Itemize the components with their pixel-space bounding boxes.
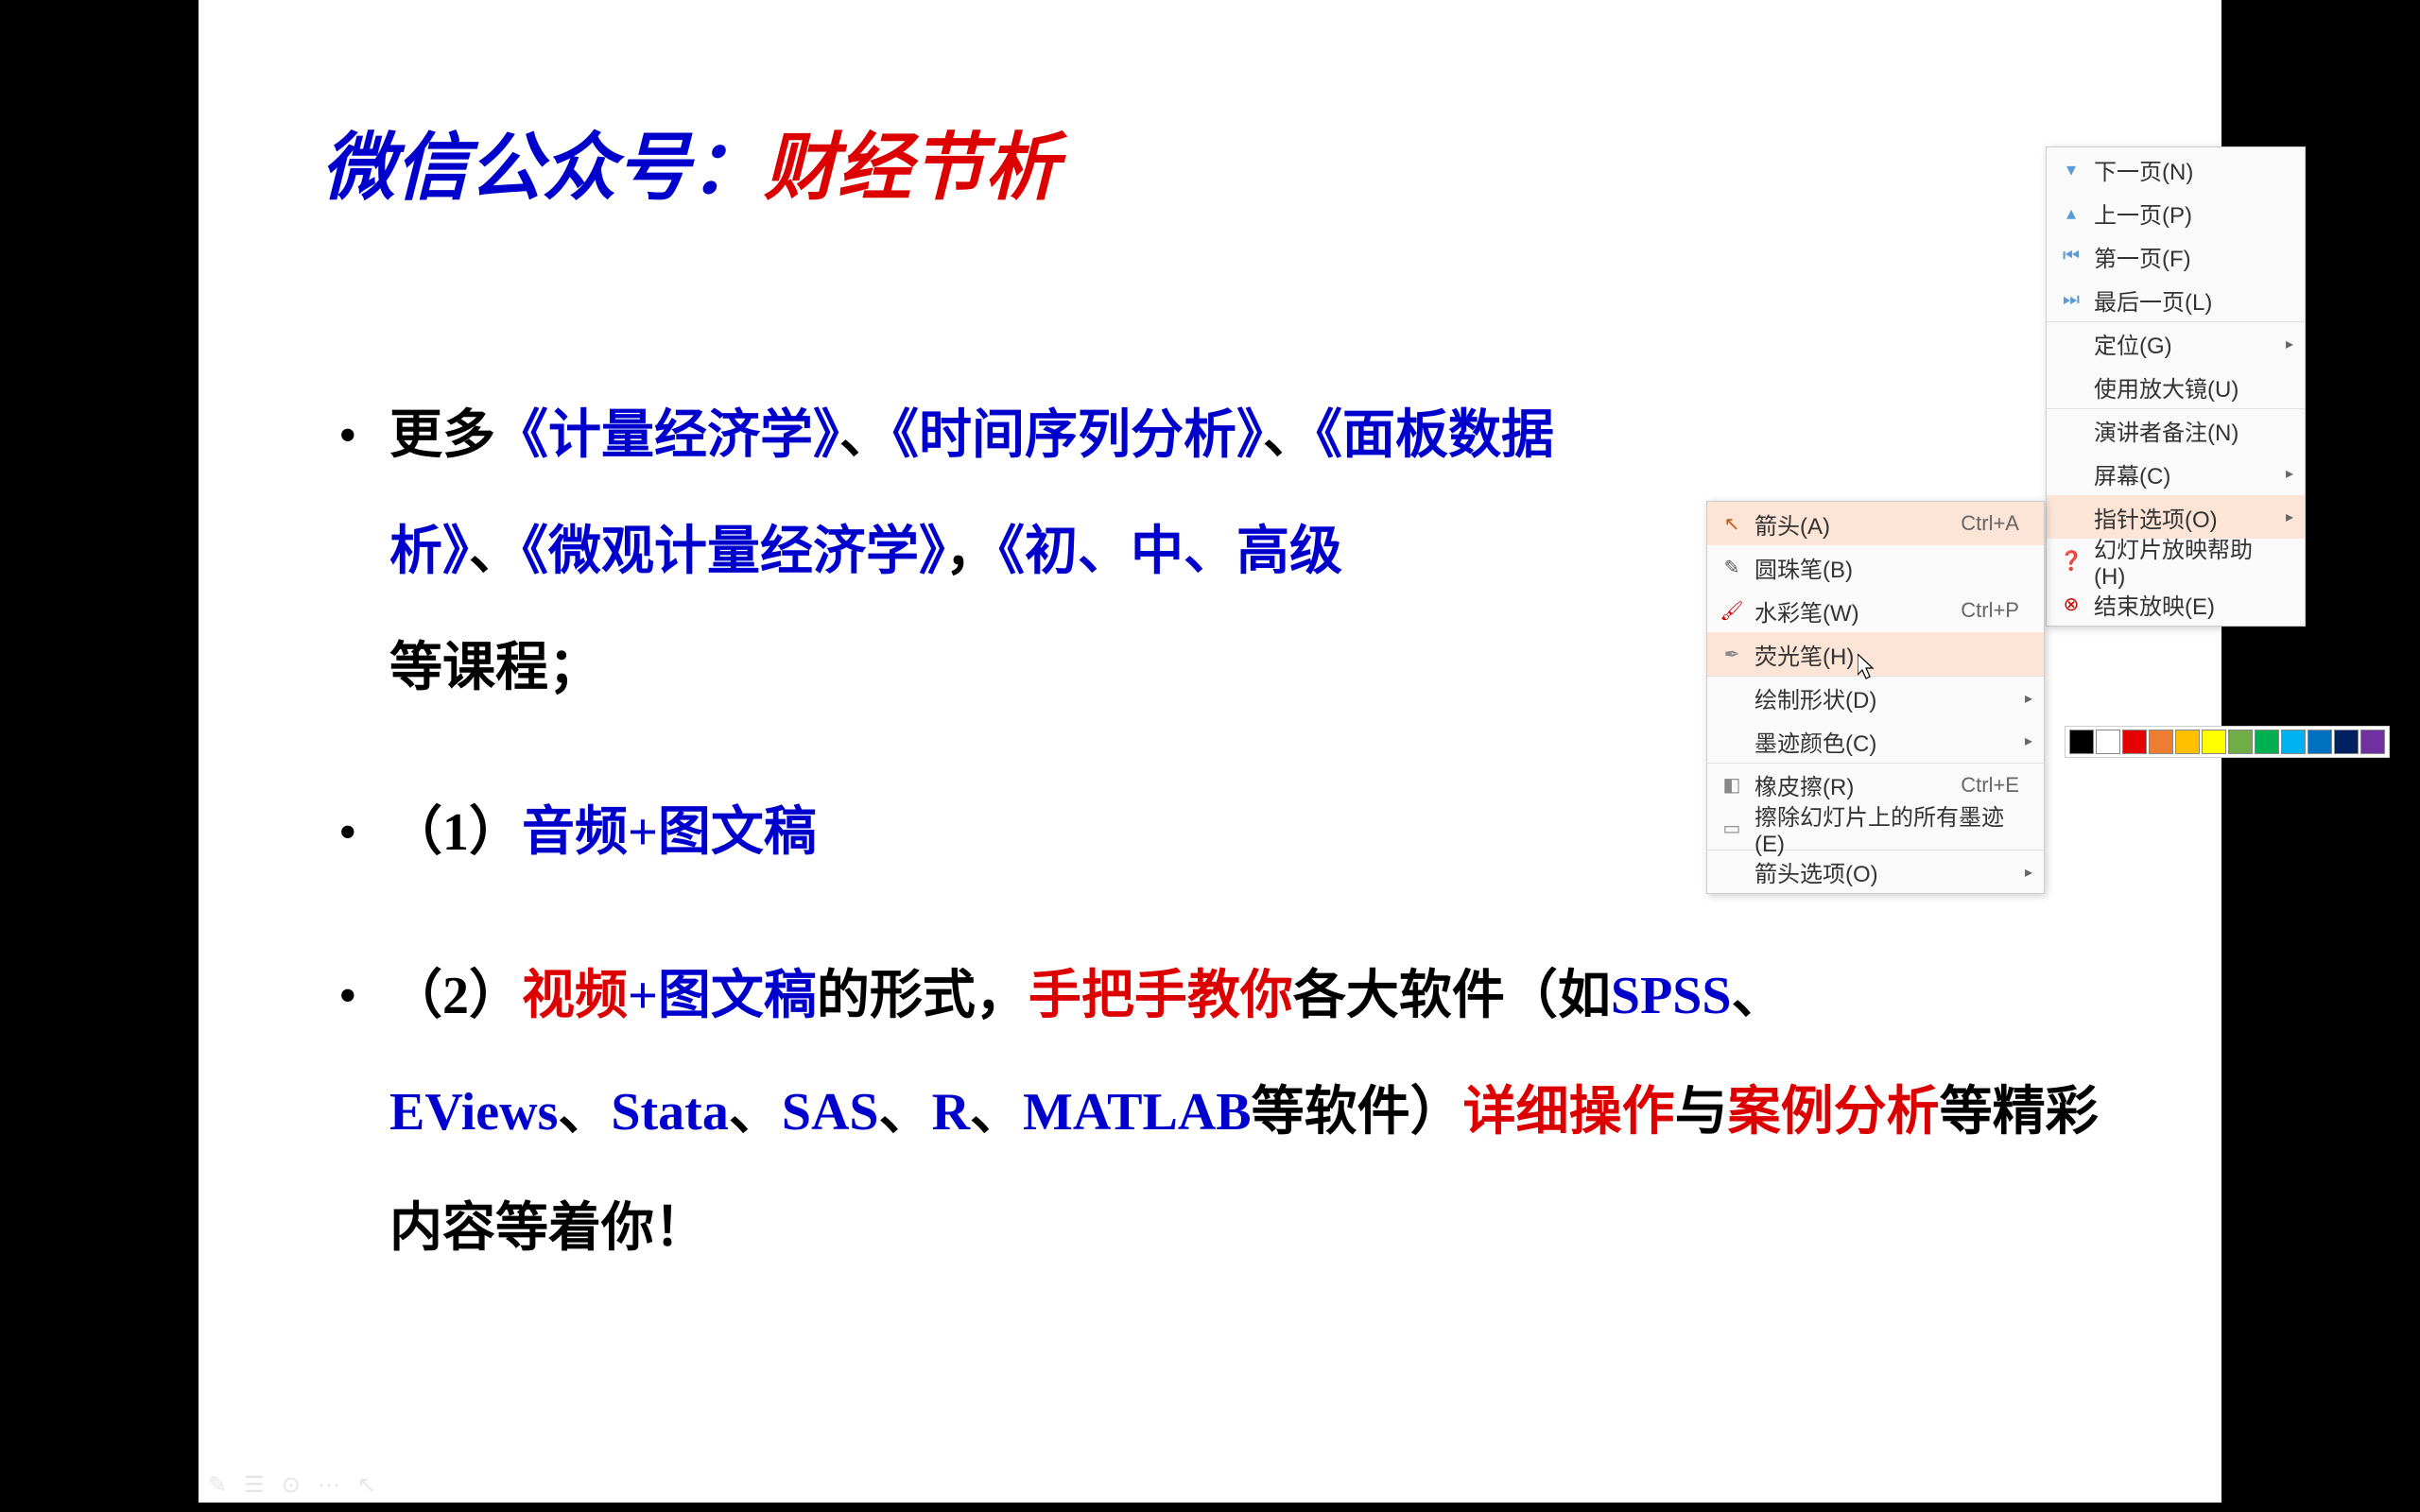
color-swatch[interactable] — [2255, 730, 2279, 754]
menu-item[interactable]: 演讲者备注(N) — [2047, 408, 2305, 452]
menu-item[interactable]: 使用放大镜(U) — [2047, 365, 2305, 408]
context-menu-pointer[interactable]: ↖ 箭头(A) Ctrl+A ✎ 圆珠笔(B) 🖌 水彩笔(W) Ctrl+P ✒ 荧光笔(H) 绘… — [1706, 501, 2045, 894]
more-tool-icon[interactable]: ⋯ — [318, 1471, 340, 1499]
menu-item-label: 上一页(P) — [2094, 197, 2280, 230]
submenu-arrow-icon: ▸ — [2019, 863, 2032, 882]
menu-item-icon: ▴ — [2058, 201, 2084, 225]
menu-item-shortcut: Ctrl+E — [1961, 773, 2019, 798]
color-swatch[interactable] — [2360, 730, 2385, 754]
menu-item-label: 圆珠笔(B) — [1754, 551, 2019, 584]
title-prefix: 微信公众号： — [321, 127, 764, 209]
menu-item[interactable]: 定位(G)▸ — [2047, 321, 2305, 365]
color-swatch[interactable] — [2202, 730, 2226, 754]
menu-item-icon: ✎ — [1719, 556, 1745, 579]
menu-item-label: 演讲者备注(N) — [2094, 414, 2280, 447]
menu-item-icon: 🖌 — [1719, 599, 1745, 623]
menu-item[interactable]: ↖ 箭头(A) Ctrl+A — [1707, 502, 2044, 545]
color-swatch[interactable] — [2096, 730, 2120, 754]
menu-item-label: 箭头(A) — [1754, 507, 1942, 541]
menu-item[interactable]: ▾ 下一页(N) — [2047, 147, 2305, 191]
menu-item-label: 屏幕(C) — [2094, 457, 2280, 490]
menu-item[interactable]: 箭头选项(O)▸ — [1707, 850, 2044, 893]
color-swatch[interactable] — [2149, 730, 2173, 754]
submenu-arrow-icon: ▸ — [2280, 507, 2293, 526]
color-palette[interactable] — [2065, 726, 2390, 758]
context-menu-main[interactable]: ▾下一页(N)▴上一页(P)⏮第一页(F)⏭最后一页(L)定位(G)▸使用放大镜… — [2046, 146, 2306, 627]
color-swatch[interactable] — [2334, 730, 2359, 754]
menu-item-label: 定位(G) — [2094, 327, 2280, 360]
submenu-arrow-icon: ▸ — [2019, 731, 2032, 750]
menu-item[interactable]: ▴ 上一页(P) — [2047, 191, 2305, 234]
menu-item-label: 墨迹颜色(C) — [1754, 725, 2019, 758]
color-swatch[interactable] — [2069, 730, 2094, 754]
color-swatch[interactable] — [2175, 730, 2200, 754]
menu-tool-icon[interactable]: ☰ — [244, 1471, 265, 1499]
menu-item[interactable]: ✎ 圆珠笔(B) — [1707, 545, 2044, 589]
menu-item-icon: ▾ — [2058, 158, 2084, 181]
menu-item-icon: ⏮ — [2058, 246, 2084, 267]
menu-item-label: 擦除幻灯片上的所有墨迹(E) — [1754, 799, 2019, 858]
menu-item-label: 幻灯片放映帮助(H) — [2094, 531, 2280, 591]
menu-item-icon: ⊗ — [2058, 593, 2084, 616]
menu-item-label: 指针选项(O) — [2094, 501, 2280, 534]
zoom-tool-icon[interactable]: ⊙ — [282, 1471, 301, 1499]
menu-item[interactable]: 🖌 水彩笔(W) Ctrl+P — [1707, 589, 2044, 632]
menu-item-icon: ⏭ — [2058, 289, 2084, 311]
bullet-3: （2）视频+图文稿的形式，手把手教你各大软件（如SPSS、 EViews、Sta… — [321, 938, 2099, 1288]
menu-item-label: 第一页(F) — [2094, 240, 2280, 273]
menu-item-shortcut: Ctrl+P — [1961, 598, 2019, 623]
menu-item-shortcut: Ctrl+A — [1961, 511, 2019, 536]
color-swatch[interactable] — [2281, 730, 2306, 754]
menu-item[interactable]: ⏭ 最后一页(L) — [2047, 278, 2305, 321]
color-swatch[interactable] — [2228, 730, 2253, 754]
slide-title: 微信公众号：财经节析 — [321, 109, 1059, 215]
menu-item-label: 使用放大镜(U) — [2094, 370, 2280, 404]
menu-item-icon: ◧ — [1719, 773, 1745, 797]
menu-item-icon: ▭ — [1719, 816, 1745, 840]
menu-item[interactable]: ❓幻灯片放映帮助(H) — [2047, 539, 2305, 582]
menu-item-icon: ❓ — [2058, 549, 2084, 573]
cursor-tool-icon[interactable]: ↖ — [357, 1471, 376, 1499]
submenu-arrow-icon: ▸ — [2019, 689, 2032, 708]
menu-item-label: 水彩笔(W) — [1754, 594, 1942, 627]
menu-item[interactable]: 屏幕(C)▸ — [2047, 452, 2305, 495]
presenter-toolbar[interactable]: ✎ ☰ ⊙ ⋯ ↖ — [208, 1471, 376, 1499]
menu-item[interactable]: ⊗ 结束放映(E) — [2047, 582, 2305, 626]
menu-item[interactable]: 墨迹颜色(C)▸ — [1707, 719, 2044, 763]
menu-item-label: 箭头选项(O) — [1754, 855, 2019, 888]
menu-item-label: 最后一页(L) — [2094, 284, 2280, 317]
menu-item[interactable]: ▭擦除幻灯片上的所有墨迹(E) — [1707, 806, 2044, 850]
menu-item-icon: ↖ — [1719, 512, 1745, 536]
color-swatch[interactable] — [2122, 730, 2147, 754]
menu-item-icon: ✒ — [1719, 643, 1745, 666]
menu-item-label: 结束放映(E) — [2094, 588, 2280, 621]
submenu-arrow-icon: ▸ — [2280, 335, 2293, 353]
pen-tool-icon[interactable]: ✎ — [208, 1471, 227, 1499]
color-swatch[interactable] — [2308, 730, 2332, 754]
menu-item[interactable]: ✒ 荧光笔(H) — [1707, 632, 2044, 676]
menu-item-label: 下一页(N) — [2094, 153, 2280, 186]
menu-item-label: 橡皮擦(R) — [1754, 768, 1942, 801]
menu-item[interactable]: 绘制形状(D)▸ — [1707, 676, 2044, 719]
menu-item-label: 绘制形状(D) — [1754, 681, 2019, 714]
submenu-arrow-icon: ▸ — [2280, 464, 2293, 483]
menu-item-label: 荧光笔(H) — [1754, 638, 2019, 671]
menu-item[interactable]: ⏮ 第一页(F) — [2047, 234, 2305, 278]
title-name: 财经节析 — [764, 127, 1059, 209]
